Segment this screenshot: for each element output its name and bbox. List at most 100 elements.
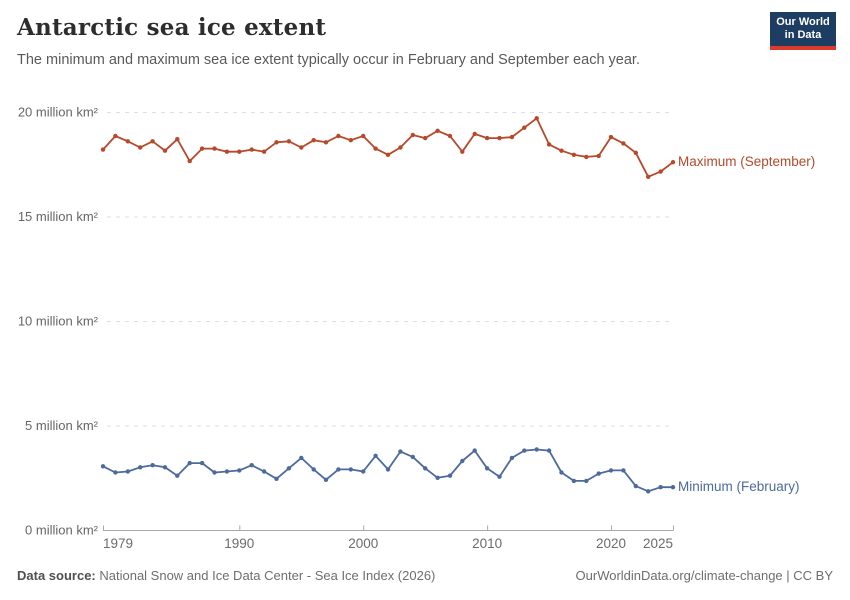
data-point[interactable]	[138, 145, 143, 150]
data-point[interactable]	[212, 146, 217, 151]
data-point[interactable]	[571, 152, 577, 157]
data-point[interactable]	[596, 471, 601, 476]
data-point[interactable]	[385, 467, 391, 472]
data-point[interactable]	[199, 146, 205, 151]
data-point[interactable]	[385, 152, 391, 157]
data-point[interactable]	[608, 134, 614, 140]
data-point[interactable]	[336, 467, 341, 472]
data-point[interactable]	[658, 169, 663, 174]
data-point[interactable]	[311, 467, 316, 472]
data-point[interactable]	[348, 467, 353, 472]
data-point[interactable]	[608, 468, 614, 473]
x-axis-tick-label: 1990	[224, 536, 254, 551]
data-point[interactable]	[447, 133, 453, 139]
series-label-maximum[interactable]: Maximum (September)	[678, 154, 815, 169]
data-point[interactable]	[237, 149, 242, 154]
data-point[interactable]	[472, 448, 477, 453]
data-point[interactable]	[150, 139, 155, 144]
data-point[interactable]	[435, 475, 440, 480]
data-point[interactable]	[113, 133, 118, 139]
data-point[interactable]	[460, 149, 465, 154]
data-point[interactable]	[497, 474, 502, 479]
data-point[interactable]	[311, 138, 316, 143]
series-label-minimum[interactable]: Minimum (February)	[678, 479, 800, 494]
data-point[interactable]	[274, 140, 279, 145]
data-point[interactable]	[162, 148, 168, 153]
data-point[interactable]	[621, 141, 626, 146]
owid-logo[interactable]: Our World in Data	[770, 12, 836, 50]
data-point[interactable]	[584, 478, 589, 484]
data-point[interactable]	[658, 485, 663, 490]
data-point[interactable]	[534, 447, 539, 452]
data-point[interactable]	[484, 135, 490, 141]
data-point[interactable]	[162, 465, 168, 470]
data-point[interactable]	[509, 134, 515, 140]
data-point[interactable]	[323, 140, 329, 145]
data-point[interactable]	[447, 473, 453, 478]
data-point[interactable]	[509, 455, 515, 461]
data-point[interactable]	[361, 133, 366, 139]
data-point[interactable]	[361, 469, 366, 474]
data-point[interactable]	[534, 116, 539, 121]
data-point[interactable]	[175, 473, 180, 478]
data-point[interactable]	[472, 131, 477, 137]
data-point[interactable]	[633, 150, 638, 155]
data-point[interactable]	[113, 470, 118, 475]
data-point[interactable]	[237, 468, 242, 473]
data-point[interactable]	[546, 448, 552, 453]
data-point[interactable]	[522, 125, 527, 130]
data-point[interactable]	[571, 478, 577, 484]
data-point[interactable]	[398, 145, 403, 150]
data-point[interactable]	[398, 449, 403, 454]
data-point[interactable]	[522, 448, 527, 453]
series-line-maximum[interactable]	[102, 117, 674, 178]
data-point[interactable]	[460, 458, 465, 464]
data-point[interactable]	[125, 469, 130, 474]
data-point[interactable]	[224, 149, 230, 154]
data-point[interactable]	[621, 468, 626, 473]
data-point[interactable]	[410, 132, 415, 138]
data-point[interactable]	[484, 466, 490, 471]
data-point[interactable]	[212, 470, 217, 475]
data-point[interactable]	[584, 154, 589, 160]
data-point[interactable]	[100, 464, 106, 469]
data-point[interactable]	[249, 463, 254, 468]
data-point[interactable]	[249, 147, 254, 152]
data-point[interactable]	[336, 133, 341, 139]
data-point[interactable]	[646, 174, 651, 179]
data-point[interactable]	[125, 139, 130, 144]
data-point[interactable]	[373, 453, 378, 458]
data-point[interactable]	[323, 477, 329, 482]
data-point[interactable]	[261, 149, 267, 154]
data-point[interactable]	[261, 469, 267, 474]
credit-link[interactable]: OurWorldinData.org/climate-change | CC B…	[575, 568, 833, 583]
data-point[interactable]	[286, 139, 292, 144]
data-point[interactable]	[410, 454, 415, 460]
data-point[interactable]	[187, 460, 192, 466]
data-point[interactable]	[423, 135, 428, 141]
data-point[interactable]	[423, 466, 428, 471]
data-point[interactable]	[274, 476, 279, 481]
data-point[interactable]	[373, 146, 378, 151]
data-point[interactable]	[286, 466, 292, 471]
data-point[interactable]	[138, 465, 143, 470]
data-point[interactable]	[646, 489, 651, 494]
data-point[interactable]	[175, 137, 180, 142]
data-point[interactable]	[559, 470, 564, 475]
data-point[interactable]	[187, 158, 192, 164]
data-point[interactable]	[299, 455, 304, 461]
data-point[interactable]	[546, 142, 552, 147]
data-point[interactable]	[435, 128, 440, 133]
data-point[interactable]	[100, 147, 106, 152]
data-point[interactable]	[199, 460, 205, 466]
data-point[interactable]	[497, 135, 502, 141]
data-point[interactable]	[633, 483, 638, 489]
data-point[interactable]	[299, 145, 304, 150]
data-point[interactable]	[348, 138, 353, 143]
data-point[interactable]	[596, 153, 601, 159]
data-point[interactable]	[559, 148, 564, 153]
data-point[interactable]	[670, 160, 676, 165]
data-point[interactable]	[670, 485, 676, 490]
data-point[interactable]	[150, 463, 155, 468]
data-point[interactable]	[224, 469, 230, 474]
